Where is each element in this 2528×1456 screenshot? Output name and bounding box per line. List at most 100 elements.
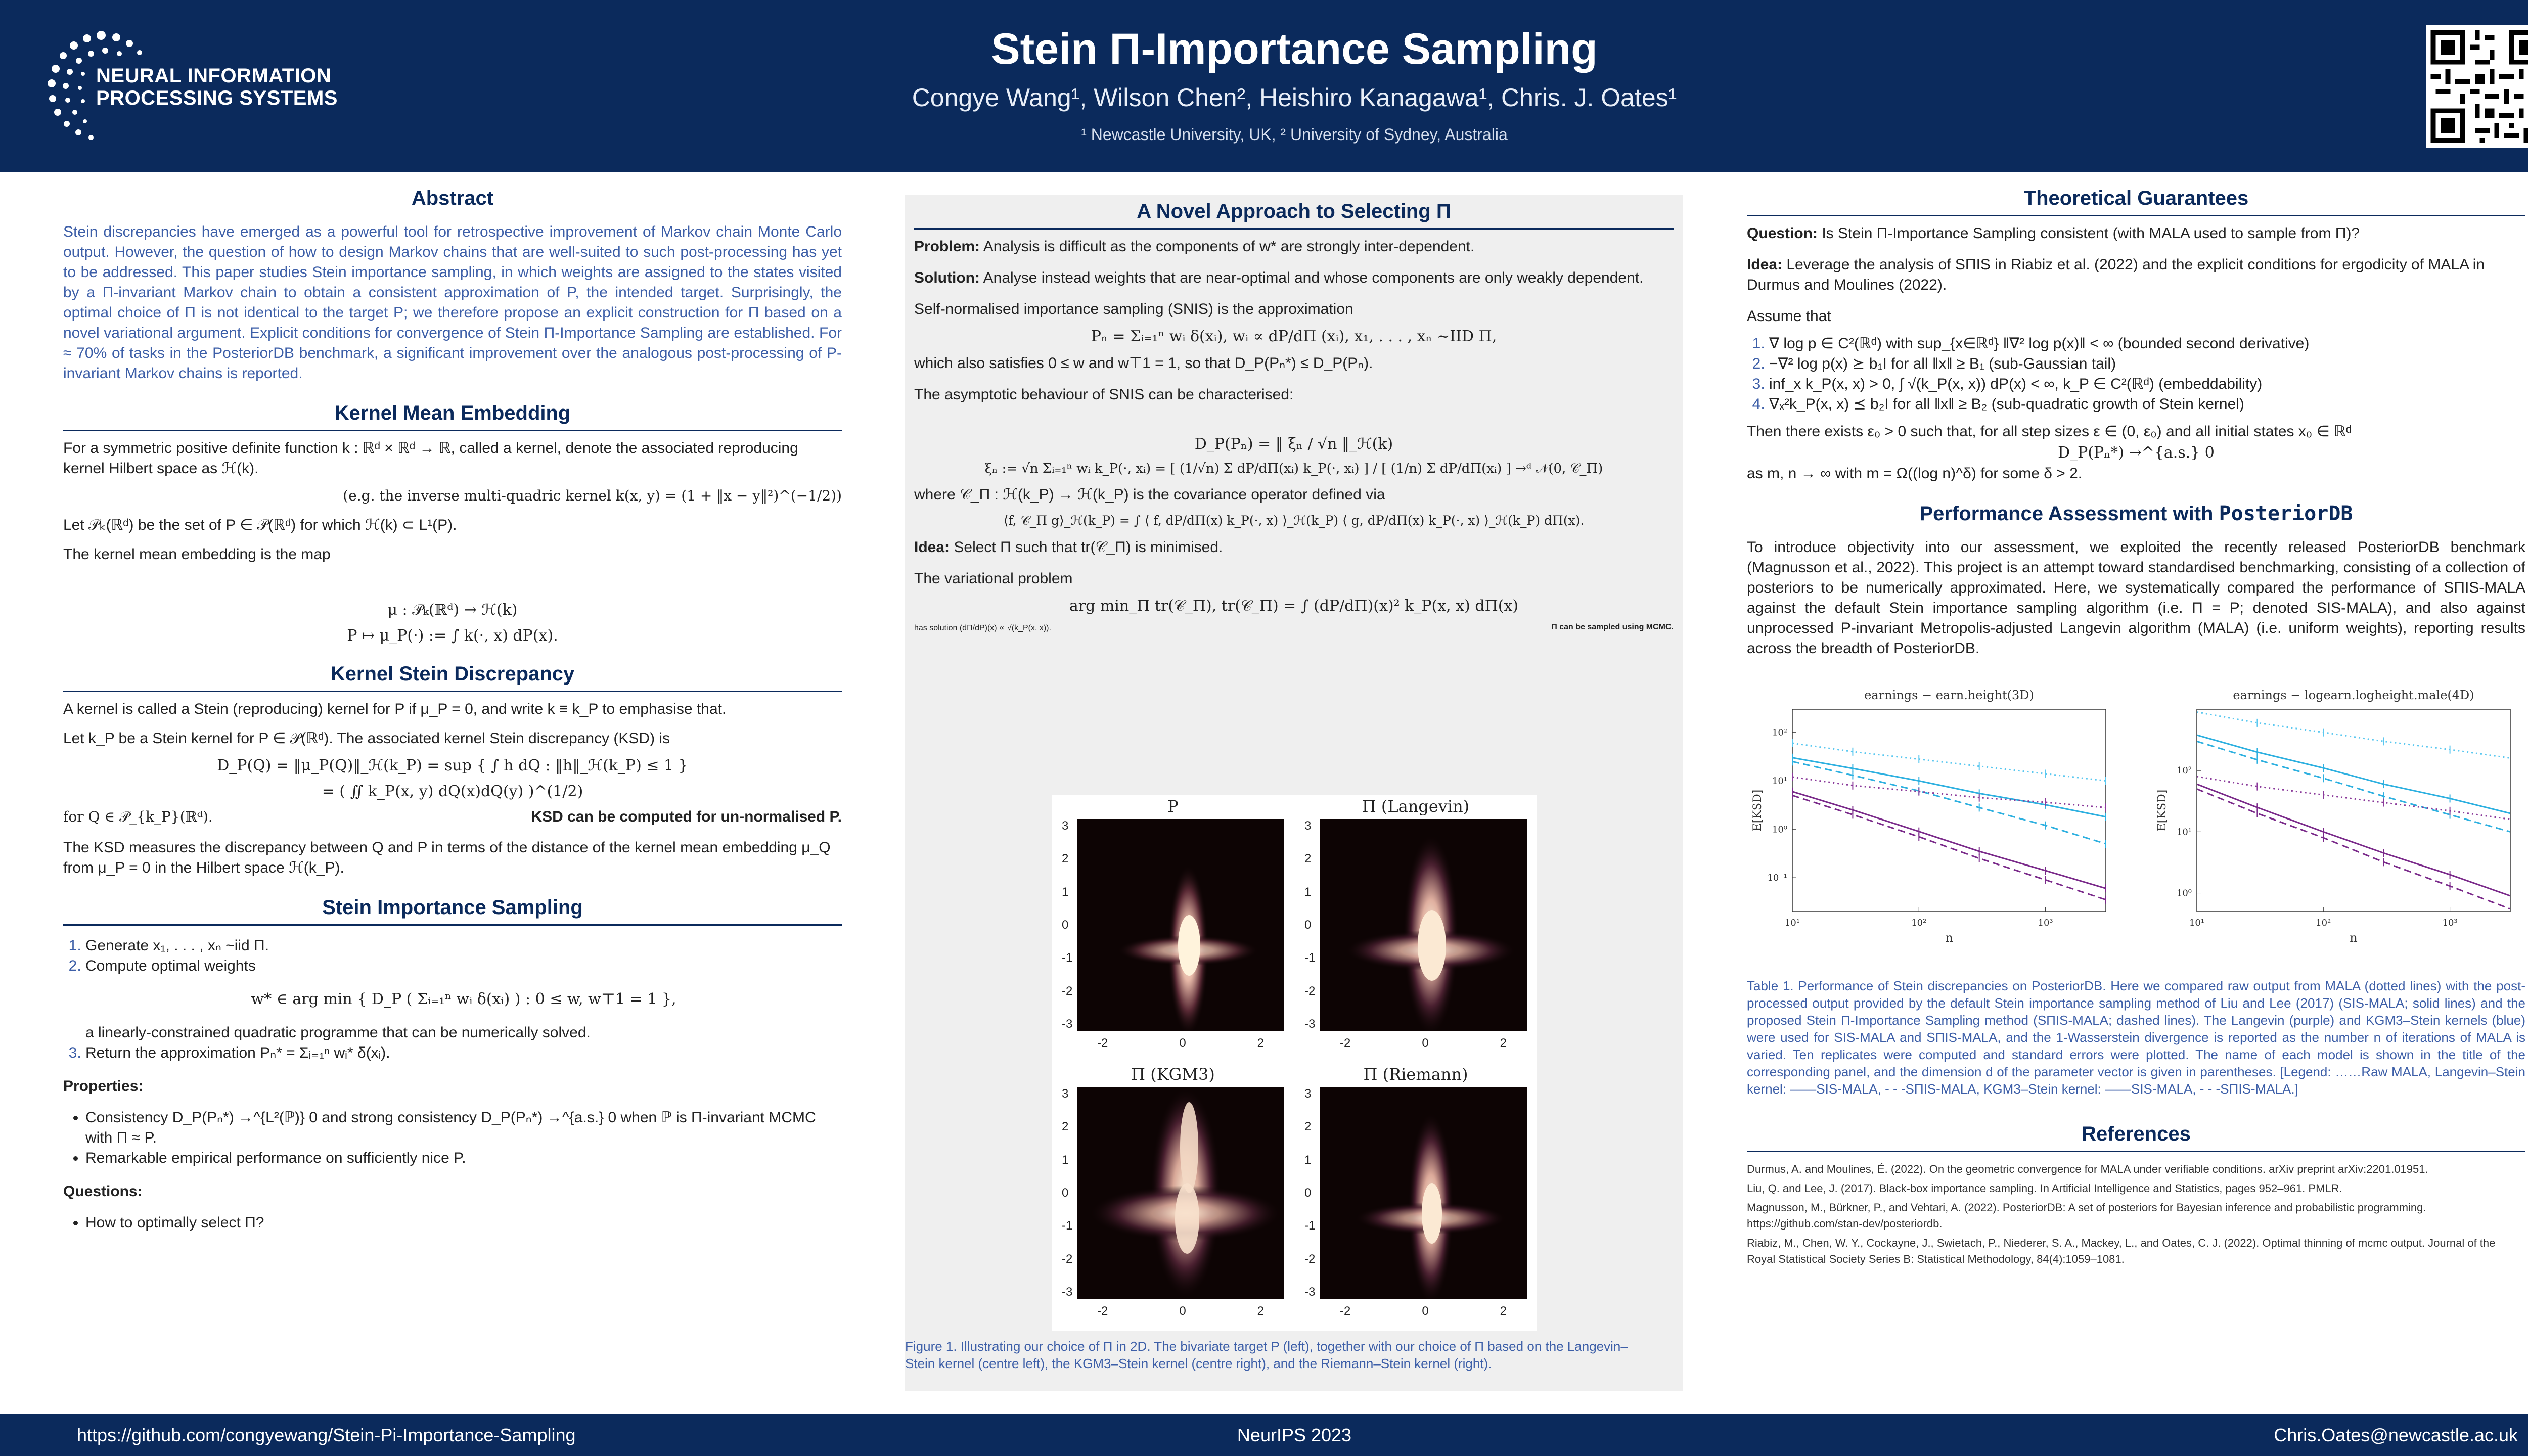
xtick: 0 xyxy=(1179,1036,1186,1050)
table-1-caption: Table 1. Performance of Stein discrepanc… xyxy=(1747,978,2525,1097)
references-list: Durmus, A. and Moulines, É. (2022). On t… xyxy=(1747,1161,2525,1267)
chart-ylabel: E[KSD] xyxy=(2156,790,2169,831)
chart-title: earnings − logearn.logheight.male(4D) xyxy=(2233,688,2474,702)
abstract-text: Stein discrepancies have emerged as a po… xyxy=(63,223,842,382)
sis-step-2: Compute optimal weights w* ∈ arg min { D… xyxy=(85,956,842,1043)
neurips-logo-icon xyxy=(48,31,142,140)
density-image-langevin xyxy=(1345,834,1517,1031)
ytick: 0 xyxy=(1304,918,1312,932)
sis-step-1: Generate x₁, . . . , xₙ ~iid Π. xyxy=(85,936,842,956)
poster-footer: https://github.com/congyewang/Stein-Pi-I… xyxy=(0,1414,2528,1456)
sis-section: Stein Importance Sampling Generate x₁, .… xyxy=(63,896,842,1233)
yticks-kgm3: 3 2 1 0 -1 -2 -3 xyxy=(1062,1087,1072,1299)
theory-idea: Leverage the analysis of SΠIS in Riabiz … xyxy=(1747,256,2485,293)
assumption-1: ∇ log p ∈ C²(ℝᵈ) with sup_{x∈ℝᵈ} ‖∇² log… xyxy=(1769,334,2525,354)
properties-heading: Properties: xyxy=(63,1078,144,1095)
xtick: 2 xyxy=(1500,1036,1507,1050)
series-line xyxy=(1792,760,2106,845)
series-line xyxy=(2197,734,2510,814)
ksd-p1: A kernel is called a Stein (reproducing)… xyxy=(63,701,727,717)
series-line xyxy=(2197,711,2510,759)
perf-heading-text: Performance Assessment with xyxy=(1919,503,2219,525)
figure-panel-langevin: Π (Langevin) 3 2 1 0 -1 -2 -3 -2 0 2 xyxy=(1294,795,1537,1063)
ksd-chart-1: earnings − earn.height(3D) E[KSD] n 10¹ 10² 1… xyxy=(1751,688,2106,945)
kme-p1: For a symmetric positive definite functi… xyxy=(63,440,798,477)
ksd-eq2: = ( ∬ k_P(x, y) dQ(x)dQ(y) )^(1/2) xyxy=(322,783,583,800)
covariance-intro: where 𝒞_Π : ℋ(k_P) → ℋ(k_P) is the covar… xyxy=(914,486,1385,503)
novel-section: A Novel Approach to Selecting Π Problem:… xyxy=(905,195,1683,643)
ytick: 1 xyxy=(1062,1153,1069,1167)
ytick: 3 xyxy=(1304,819,1312,833)
theory-idea-label: Idea: xyxy=(1747,256,1783,273)
xtick: 2 xyxy=(1257,1304,1264,1318)
theory-question-label: Question: xyxy=(1747,225,1818,242)
xtick: -2 xyxy=(1097,1036,1108,1050)
ytick: -2 xyxy=(1062,1252,1073,1266)
ytick: 2 xyxy=(1304,852,1312,866)
email-link[interactable]: Chris.Oates@newcastle.ac.uk xyxy=(2274,1425,2518,1445)
kme-example: (e.g. the inverse multi-quadric kernel k… xyxy=(343,487,842,504)
charts-area: earnings − earn.height(3D) E[KSD] n 10¹ 10² 1… xyxy=(1747,684,2525,967)
series-line xyxy=(1792,791,2106,889)
yticks-p: 3 2 1 0 -1 -2 -3 xyxy=(1062,819,1072,1031)
problem-label: Problem: xyxy=(914,238,980,255)
ytick: -1 xyxy=(1304,1219,1316,1233)
property-1: Consistency D_P(Pₙ*) →^{L²(ℙ)} 0 and str… xyxy=(85,1108,842,1148)
ksd-p2: Let k_P be a Stein kernel for P ∈ 𝒫(ℝᵈ).… xyxy=(63,730,670,747)
abstract-heading: Abstract xyxy=(411,187,494,209)
question-1: How to optimally select Π? xyxy=(85,1213,842,1233)
x-tick-label: 10² xyxy=(2316,918,2331,928)
panel-title-langevin: Π (Langevin) xyxy=(1362,797,1470,816)
ytick: -2 xyxy=(1304,1252,1316,1266)
snis-xi-eq: ξₙ := √n Σᵢ₌₁ⁿ wᵢ k_P(·, xᵢ) = [ (1/√n) … xyxy=(984,461,1603,476)
variational-solution: has solution (dΠ/dP)(x) ∝ √(k_P(x, x)). xyxy=(914,624,1051,632)
ytick: -2 xyxy=(1062,984,1073,998)
series-line xyxy=(2197,740,2510,833)
logo-line-1: NEURAL INFORMATION xyxy=(96,65,332,87)
solution-text: Analyse instead weights that are near-op… xyxy=(983,269,1644,286)
chart-xlabel: n xyxy=(2350,931,2357,945)
perf-heading: Performance Assessment with PosteriorDB xyxy=(1747,502,2525,530)
kme-eq2: P ↦ μ_P(·) := ∫ k(·, x) dP(x). xyxy=(347,627,558,645)
theory-question: Is Stein Π-Importance Sampling consisten… xyxy=(1822,225,2360,242)
assume-text: Assume that xyxy=(1747,308,1831,325)
neurips-logo: NEURAL INFORMATION PROCESSING SYSTEMS xyxy=(40,25,337,147)
y-tick-label: 10⁰ xyxy=(2177,888,2192,899)
ksd-highlight: KSD can be computed for un-normalised P. xyxy=(531,808,842,825)
assumption-3: inf_x k_P(x, x) > 0, ∫ √(k_P(x, x)) dP(x… xyxy=(1769,374,2525,394)
ytick: 0 xyxy=(1062,918,1069,932)
density-image-p xyxy=(1117,864,1259,1031)
ytick: -3 xyxy=(1304,1285,1316,1299)
solution-label: Solution: xyxy=(914,269,980,286)
figure-panel-riemann: Π (Riemann) 3 2 1 0 -1 -2 -3 -2 0 2 xyxy=(1294,1063,1537,1331)
y-tick-label: 10¹ xyxy=(1772,776,1787,786)
series-line xyxy=(1792,776,2106,808)
chart-frame xyxy=(2196,709,2511,912)
sis-step-3: Return the approximation Pₙ* = Σᵢ₌₁ⁿ wᵢ*… xyxy=(85,1043,842,1063)
assumptions-list: ∇ log p ∈ C²(ℝᵈ) with sup_{x∈ℝᵈ} ‖∇² log… xyxy=(1747,334,2525,415)
idea-text: Select Π such that tr(𝒞_Π) is minimised. xyxy=(954,539,1223,556)
panel-title-kgm3: Π (KGM3) xyxy=(1131,1065,1215,1084)
series-line xyxy=(1792,742,2106,782)
solution-line: has solution (dΠ/dP)(x) ∝ √(k_P(x, x)). … xyxy=(914,623,1674,643)
questions-heading: Questions: xyxy=(63,1183,143,1200)
ytick: 1 xyxy=(1304,1153,1312,1167)
perf-heading-code: PosteriorDB xyxy=(2219,502,2353,525)
x-tick-label: 10¹ xyxy=(1785,918,1800,928)
panel-title-p: P xyxy=(1167,797,1179,816)
mcmc-highlight: Π can be sampled using MCMC. xyxy=(1551,623,1674,631)
snis-intro: Self-normalised importance sampling (SNI… xyxy=(914,301,1353,317)
as-text: as m, n → ∞ with m = Ω((log n)^δ) for so… xyxy=(1747,465,2083,482)
ksd-heading: Kernel Stein Discrepancy xyxy=(63,663,842,692)
density-plot-riemann xyxy=(1320,1087,1527,1299)
chart-series-group xyxy=(1792,739,2106,904)
ytick: 2 xyxy=(1304,1120,1312,1134)
github-link[interactable]: https://github.com/congyewang/Stein-Pi-I… xyxy=(77,1425,576,1445)
ytick: 2 xyxy=(1062,852,1069,866)
snis-eq: Pₙ = Σᵢ₌₁ⁿ wᵢ δ(xᵢ), wᵢ ∝ dP/dΠ (xᵢ), x₁… xyxy=(1091,328,1497,345)
qr-code-icon[interactable] xyxy=(2426,25,2528,148)
chart-ylabel: E[KSD] xyxy=(1751,790,1764,831)
y-tick-label: 10⁰ xyxy=(1772,824,1787,835)
yticks-langevin: 3 2 1 0 -1 -2 -3 xyxy=(1304,819,1315,1031)
variational-eq: arg min_Π tr(𝒞_Π), tr(𝒞_Π) = ∫ (dP/dΠ)(x… xyxy=(1069,597,1519,615)
